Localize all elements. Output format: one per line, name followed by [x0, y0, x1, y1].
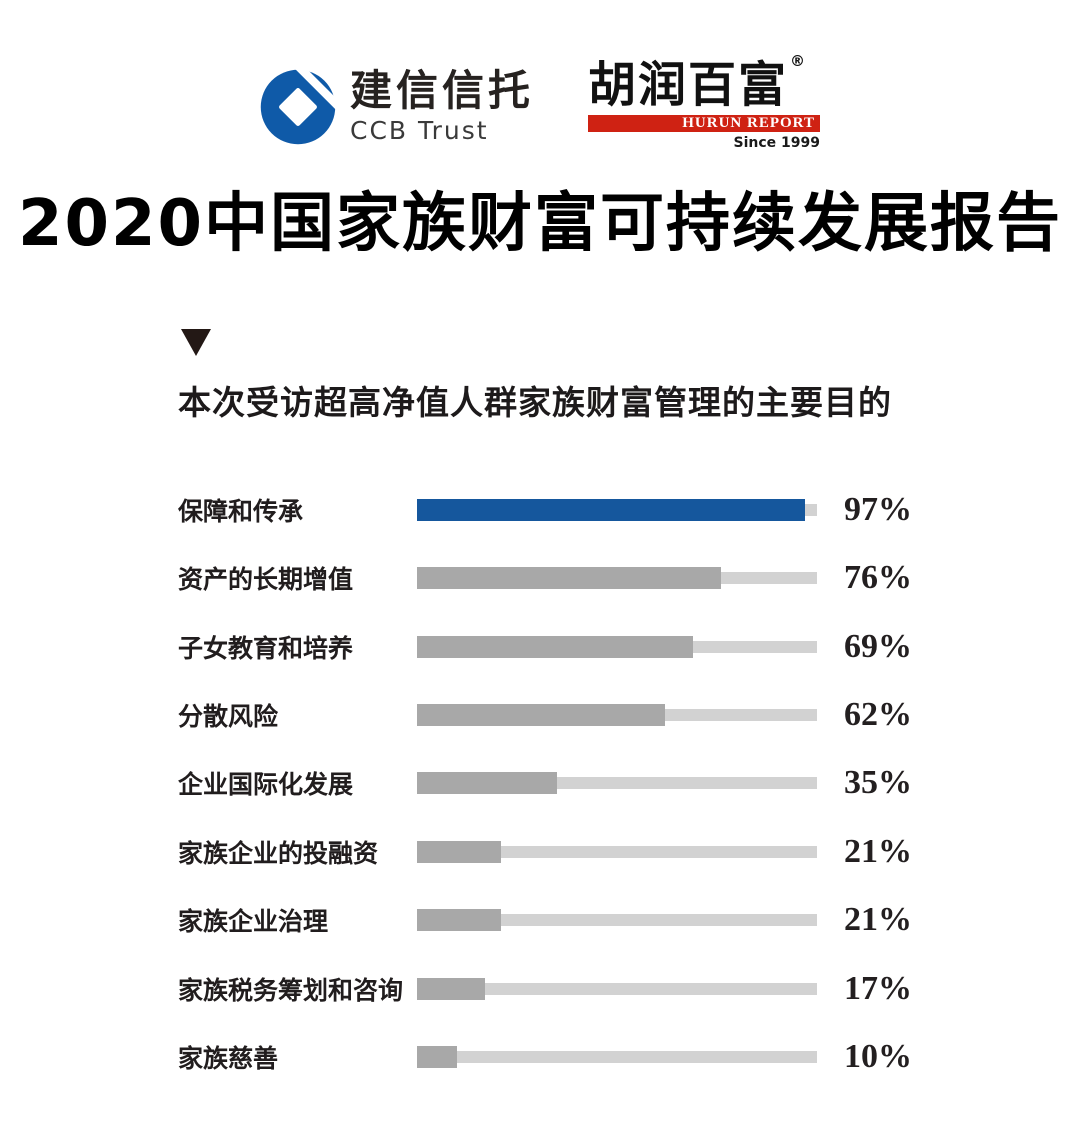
ccb-logo-cn: 建信信托	[349, 66, 534, 115]
bar-fill	[417, 977, 485, 1000]
category-label: 保障和传承	[178, 496, 304, 526]
chart-row: 家族企业治理 21%	[178, 886, 1000, 954]
ccb-bank-emblem-icon	[260, 69, 336, 144]
bar-fill	[417, 909, 501, 932]
value-label: 97%	[844, 490, 912, 528]
chart-row: 家族企业的投融资 21%	[178, 818, 1000, 886]
bar-track	[417, 840, 817, 863]
category-label: 子女教育和培养	[178, 633, 354, 663]
value-label: 69%	[844, 627, 912, 665]
bar-fill	[417, 498, 805, 521]
report-title: 2020中国家族财富可持续发展报告	[17, 187, 1063, 262]
value-label: 21%	[844, 901, 912, 939]
chart-section: 本次受访超高净值人群家族财富管理的主要目的 保障和传承 97% 资产的长期增值 …	[178, 328, 1000, 1092]
registered-trademark-icon: ®	[790, 52, 808, 70]
category-label: 家族企业的投融资	[178, 838, 379, 868]
bar-fill	[417, 567, 721, 590]
header: 建信信托 CCB Trust 胡润百富 ® HURUN REPORT Since …	[0, 0, 1080, 151]
category-label: 家族慈善	[178, 1043, 279, 1073]
ccb-logo-text: 建信信托 CCB Trust	[349, 66, 534, 146]
bar-fill	[417, 840, 501, 863]
bar-chart: 保障和传承 97% 资产的长期增值 76% 子女教育和培养 69% 分散风险 6…	[178, 476, 1000, 1092]
hurun-logo-cn: 胡润百富 ®	[588, 53, 820, 113]
chart-row: 家族慈善 10%	[178, 1023, 1000, 1091]
hurun-since-label: Since 1999	[733, 135, 820, 152]
bar-track	[417, 635, 817, 658]
value-label: 21%	[844, 832, 912, 870]
ccb-logo-en: CCB Trust	[349, 116, 489, 146]
chart-row: 企业国际化发展 35%	[178, 749, 1000, 817]
bar-track	[417, 1045, 817, 1068]
ccb-trust-logo: 建信信托 CCB Trust	[260, 66, 534, 146]
value-label: 17%	[844, 969, 912, 1007]
hurun-logo-cn-text: 胡润百富	[588, 57, 789, 113]
value-label: 35%	[844, 764, 912, 802]
category-label: 企业国际化发展	[178, 770, 354, 800]
chart-row: 保障和传承 97%	[178, 476, 1000, 544]
bar-fill	[417, 772, 557, 795]
triangle-down-icon	[181, 328, 211, 356]
bar-track	[417, 703, 817, 726]
bar-fill	[417, 1045, 457, 1068]
bar-track	[417, 772, 817, 795]
chart-row: 子女教育和培养 69%	[178, 612, 1000, 680]
hurun-logo-en: HURUN REPORT	[682, 115, 815, 132]
chart-row: 家族税务筹划和咨询 17%	[178, 954, 1000, 1022]
bar-fill	[417, 635, 693, 658]
value-label: 62%	[844, 695, 912, 733]
value-label: 76%	[844, 559, 912, 597]
bar-track	[417, 977, 817, 1000]
bar-track	[417, 909, 817, 932]
chart-row: 资产的长期增值 76%	[178, 544, 1000, 612]
hurun-red-banner: HURUN REPORT	[588, 115, 820, 133]
bar-track	[417, 498, 817, 521]
hurun-report-logo: 胡润百富 ® HURUN REPORT Since 1999	[588, 53, 820, 152]
bar-track	[417, 567, 817, 590]
category-label: 家族企业治理	[178, 907, 329, 937]
category-label: 家族税务筹划和咨询	[178, 975, 404, 1005]
value-label: 10%	[844, 1037, 912, 1075]
chart-row: 分散风险 62%	[178, 681, 1000, 749]
category-label: 资产的长期增值	[178, 565, 354, 595]
bar-fill	[417, 703, 665, 726]
chart-subtitle: 本次受访超高净值人群家族财富管理的主要目的	[178, 382, 892, 422]
category-label: 分散风险	[178, 701, 279, 731]
